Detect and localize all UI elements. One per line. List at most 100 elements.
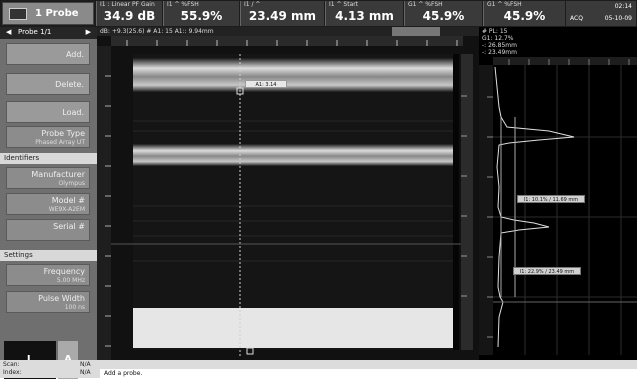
ascan-grid: [493, 65, 637, 355]
serial-field[interactable]: Serial #: [6, 219, 90, 241]
manufacturer-field[interactable]: Manufacturer Olympus: [6, 167, 90, 189]
probe-navigator: ◀ Probe 1/1 ▶: [0, 27, 97, 39]
pulse-width-field[interactable]: Pulse Width 100 ns: [6, 291, 90, 313]
right-arrow-icon[interactable]: ▶: [85, 28, 91, 36]
manufacturer-value: Olympus: [58, 180, 85, 187]
reading-label: G1 ^ %FSH: [487, 1, 522, 8]
model-value: WE9X-A2EM: [48, 206, 85, 213]
bscan-texture: [133, 120, 453, 262]
left-arrow-icon[interactable]: ◀: [6, 28, 12, 36]
frequency-field[interactable]: Frequency 5.00 MHz: [6, 264, 90, 286]
ascan-info: # PL: 15 G1: 12.7% -: 26.85mm -: 23.49mm: [479, 27, 637, 57]
ascan-depth-2: -: 23.49mm: [482, 49, 517, 56]
gate-readout-label: A1: 3.14: [245, 80, 287, 88]
bscan-info-bar: dB: +9.3(25.6) # A1: 15 A1:: 9.94mm: [97, 27, 479, 36]
settings-header-label: Settings: [4, 251, 33, 259]
scan-label: Scan:: [3, 361, 20, 368]
reading-value: 34.9 dB: [103, 9, 156, 23]
clock-display: 02:14 ACQ 05-10-09: [566, 1, 636, 26]
scan-value: N/A: [80, 361, 91, 368]
reading-label: G1 ^ %FSH: [408, 1, 443, 8]
bscan-image[interactable]: [97, 36, 479, 360]
ascan-depth-1: -: 26.85mm: [482, 42, 517, 49]
left-menu-panel: ◀ Probe 1/1 ▶ Add. Delete. Load. Probe T…: [0, 27, 97, 379]
ascan-measure-label-2: I1: 22.9% / 23.49 mm: [513, 267, 581, 275]
front-wall-echo-band: [133, 58, 453, 92]
serial-label: Serial #: [53, 222, 85, 231]
load-button[interactable]: Load.: [6, 101, 90, 123]
right-ruler: [461, 54, 473, 350]
probe-nav-label: Probe 1/1: [18, 28, 52, 36]
reading-start[interactable]: I1 ^ Start 4.13 mm: [325, 1, 403, 26]
identifiers-header-label: Identifiers: [4, 154, 40, 162]
bscan-view[interactable]: dB: +9.3(25.6) # A1: 15 A1:: 9.94mm: [97, 27, 479, 360]
ascan-background: [493, 65, 637, 355]
reading-label: I1 : Linear PF Gain: [100, 1, 155, 8]
reading-value: 55.9%: [180, 9, 223, 23]
bscan-edge: [453, 54, 459, 350]
zoom-mode-box[interactable]: [392, 27, 440, 36]
cursor-bottom-marker[interactable]: [246, 347, 254, 355]
ascan-top-ruler: [493, 57, 637, 65]
ascan-top-ruler-ticks: [508, 59, 630, 65]
add-button[interactable]: Add.: [6, 43, 90, 65]
toggle-l-label: L: [4, 354, 56, 365]
status-bar: Scan: Index: N/A N/A Add a probe.: [0, 360, 637, 378]
reading-amplitude[interactable]: I1 ^ %FSH 55.9%: [163, 1, 239, 26]
reading-gate-amplitude-1[interactable]: G1 ^ %FSH 45.9%: [404, 1, 482, 26]
ascan-plot[interactable]: [479, 57, 637, 360]
probe-icon: [9, 8, 27, 20]
clock-date: 05-10-09: [604, 15, 632, 22]
bottom-reflector-block: [133, 308, 453, 348]
ascan-waveform: [494, 66, 575, 348]
probe-menu-button[interactable]: 1 Probe: [2, 2, 94, 25]
reading-value: 45.9%: [422, 9, 465, 23]
reading-value: 23.49 mm: [248, 9, 317, 23]
frequency-label: Frequency: [43, 267, 85, 276]
settings-section-header[interactable]: Settings: [0, 250, 97, 261]
probe-menu-label: 1 Probe: [35, 8, 79, 19]
probe-type-label: Probe Type: [41, 129, 85, 138]
ascan-left-ruler-ticks: [487, 96, 493, 338]
horizontal-ruler: [111, 36, 463, 46]
reading-label: I1 ^ Start: [329, 1, 359, 8]
top-readings-bar: 1 Probe I1 : Linear PF Gain 34.9 dB I1 ^…: [0, 0, 637, 27]
reading-label: I1 / ^: [244, 1, 261, 8]
cursor-marker[interactable]: [236, 87, 244, 95]
manufacturer-label: Manufacturer: [31, 170, 85, 179]
probe-type-value: Phased Array UT: [35, 139, 85, 146]
right-ruler-ticks: [461, 95, 467, 297]
probe-type-field[interactable]: Probe Type Phased Array UT: [6, 126, 90, 148]
ascan-gate-readout: G1: 12.7%: [482, 35, 514, 42]
reading-depth[interactable]: I1 / ^ 23.49 mm: [240, 1, 324, 26]
horizontal-ruler-ticks: [126, 40, 458, 46]
ascan-view[interactable]: # PL: 15 G1: 12.7% -: 26.85mm -: 23.49mm: [479, 27, 637, 360]
identifiers-section-header[interactable]: Identifiers: [0, 153, 97, 164]
index-value: N/A: [80, 369, 91, 376]
delete-button[interactable]: Delete.: [6, 73, 90, 95]
clock-time: 02:14: [614, 3, 632, 10]
ascan-left-ruler: [479, 65, 493, 355]
reading-value: 4.13 mm: [335, 9, 394, 23]
ascan-measure-label-1: I1: 10.1% / 11.69 mm: [517, 195, 585, 203]
acquisition-indicator: ACQ: [570, 15, 583, 22]
reading-value: 45.9%: [503, 9, 546, 23]
bscan-background: [133, 54, 453, 350]
reading-label: I1 ^ %FSH: [167, 1, 199, 8]
ascan-pl-readout: # PL: 15: [482, 28, 508, 35]
model-label: Model #: [51, 196, 85, 205]
index-label: Index:: [3, 369, 22, 376]
reading-gate-amplitude-2[interactable]: G1 ^ %FSH 45.9%: [483, 1, 565, 26]
pulse-width-label: Pulse Width: [38, 294, 85, 303]
frequency-value: 5.00 MHz: [56, 277, 85, 284]
status-message: Add a probe.: [100, 369, 637, 378]
toggle-a-label: A: [58, 354, 78, 365]
backwall-echo-band: [133, 144, 453, 166]
reading-gain[interactable]: I1 : Linear PF Gain 34.9 dB: [96, 1, 162, 26]
pulse-width-value: 100 ns: [64, 304, 85, 311]
bscan-info-text: dB: +9.3(25.6) # A1: 15 A1:: 9.94mm: [100, 28, 214, 35]
model-field[interactable]: Model # WE9X-A2EM: [6, 193, 90, 215]
vertical-ruler-ticks: [105, 75, 111, 347]
vertical-ruler: [97, 46, 111, 360]
